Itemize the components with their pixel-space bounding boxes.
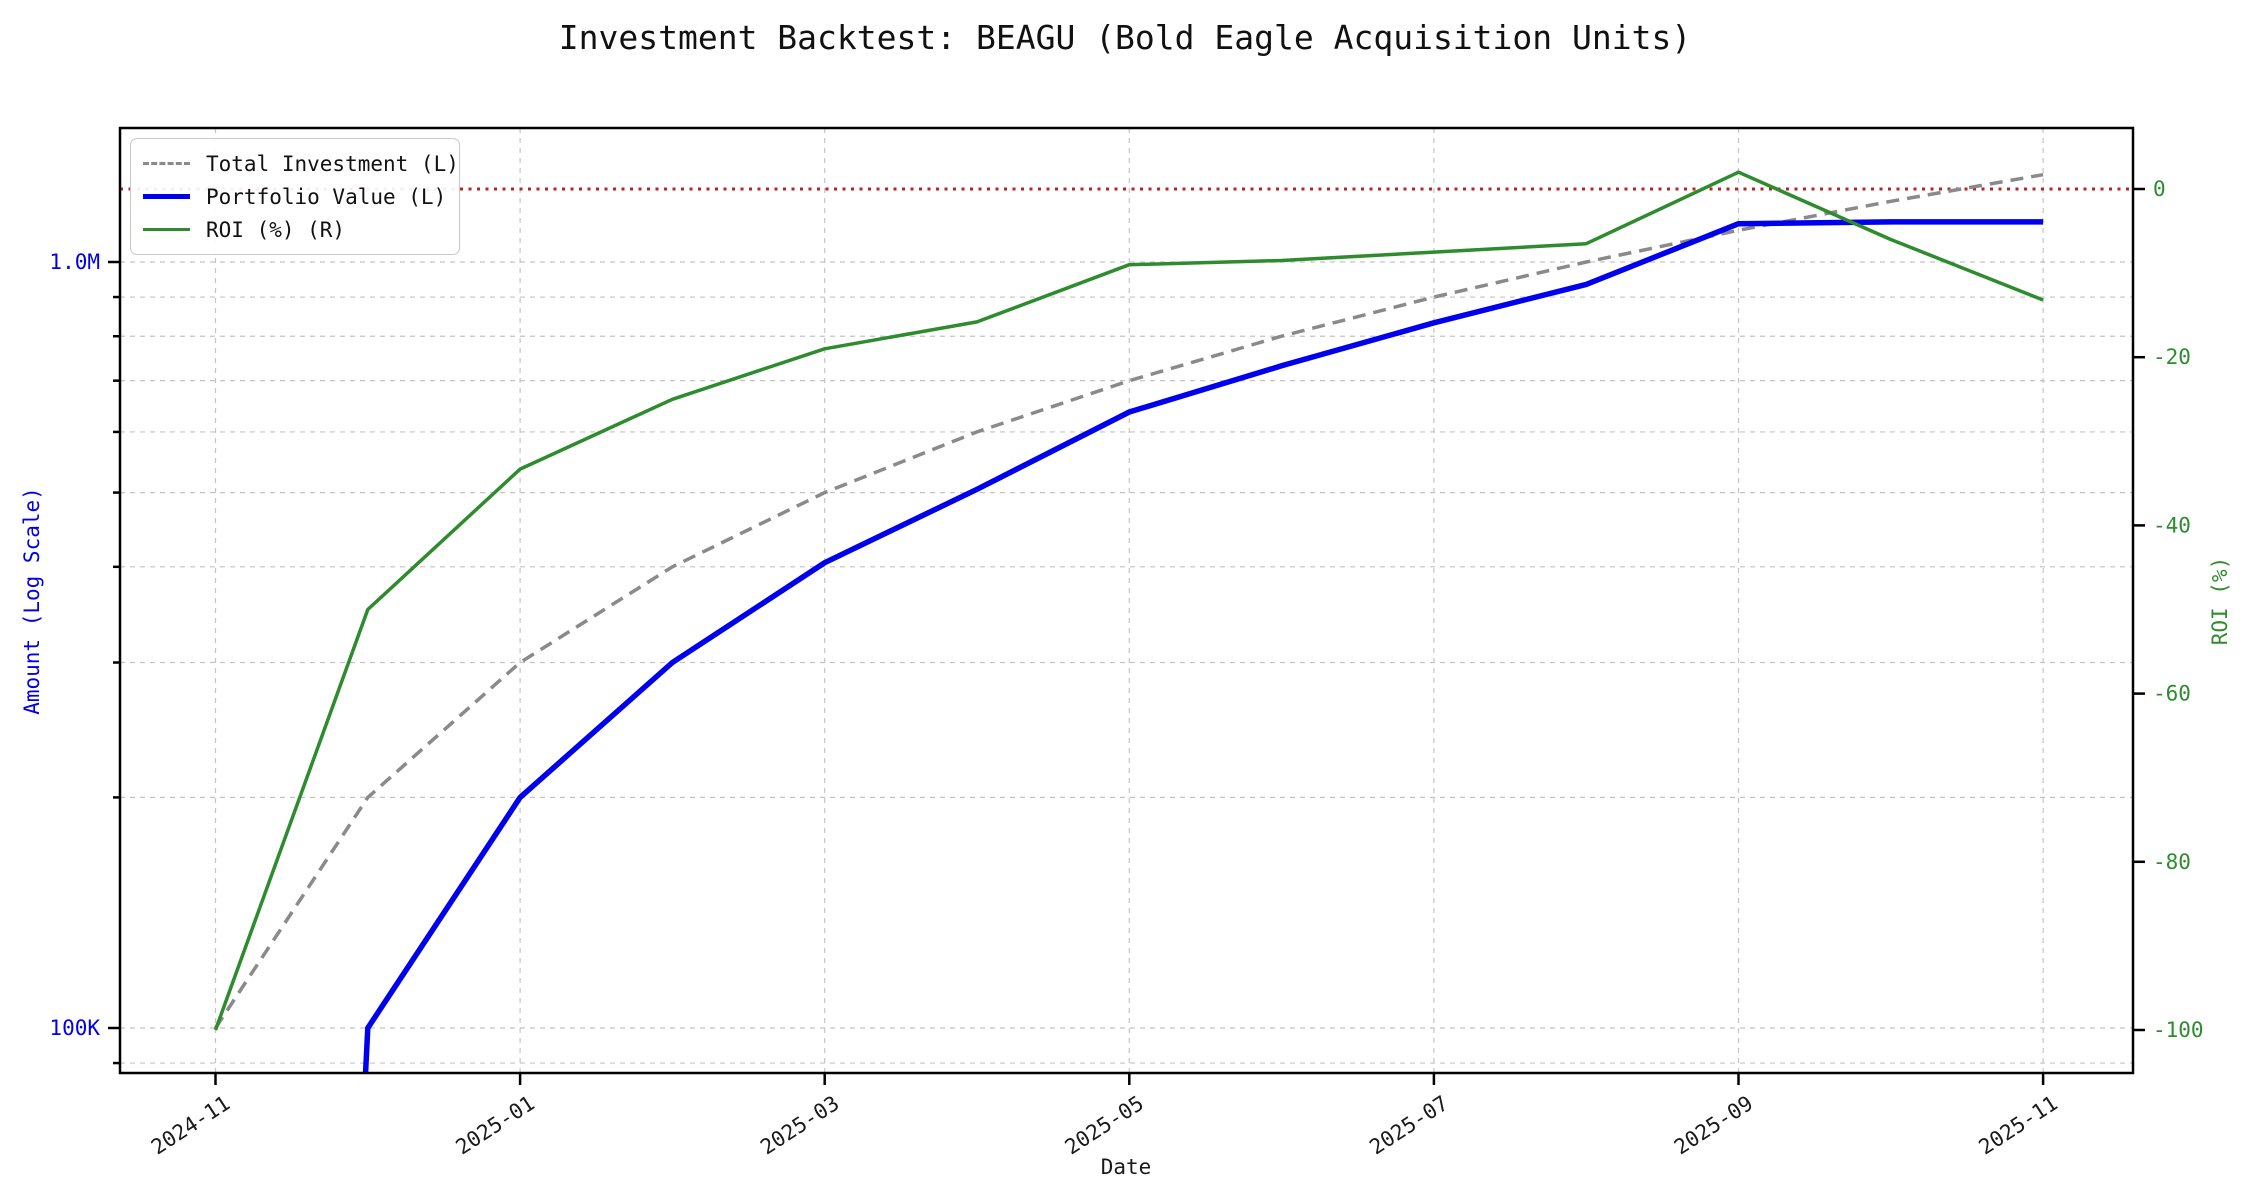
right-y-tick-label: -40 bbox=[2153, 513, 2191, 537]
right-y-tick-label: 0 bbox=[2153, 177, 2166, 201]
right-y-tick-label: -60 bbox=[2153, 682, 2191, 706]
left-y-axis-label: Amount (Log Scale) bbox=[20, 487, 44, 715]
right-y-tick-label: -100 bbox=[2153, 1018, 2204, 1042]
legend-label: ROI (%) (R) bbox=[206, 217, 346, 242]
x-tick-label: 2025-09 bbox=[1670, 1091, 1757, 1159]
chart-title: Investment Backtest: BEAGU (Bold Eagle A… bbox=[558, 18, 1692, 57]
legend-item-portfolio-value: Portfolio Value (L) bbox=[143, 180, 447, 213]
right-y-tick-label: -80 bbox=[2153, 850, 2191, 874]
total-investment-line-sample bbox=[143, 162, 190, 165]
x-tick-label: 2025-03 bbox=[756, 1091, 843, 1159]
x-tick-label: 2024-11 bbox=[147, 1091, 234, 1159]
x-tick-label: 2025-05 bbox=[1061, 1091, 1148, 1159]
legend: Total Investment (L) Portfolio Value (L)… bbox=[130, 138, 460, 255]
legend-item-roi: ROI (%) (R) bbox=[143, 213, 445, 246]
legend-item-total-investment: Total Investment (L) bbox=[143, 147, 459, 180]
plot-border bbox=[118, 126, 2135, 1075]
x-tick-label: 2025-07 bbox=[1365, 1091, 1452, 1159]
legend-label: Portfolio Value (L) bbox=[206, 184, 447, 209]
series-portfolio-value-l-line bbox=[362, 219, 2044, 1073]
x-tick-label: 2025-11 bbox=[1975, 1091, 2062, 1159]
right-y-tick-label: -20 bbox=[2153, 345, 2191, 369]
series-roi-r-line bbox=[213, 170, 2044, 1031]
gridlines bbox=[120, 128, 2133, 1073]
x-axis-label: Date bbox=[1100, 1155, 1152, 1179]
legend-label: Total Investment (L) bbox=[206, 151, 459, 176]
roi-line-sample bbox=[143, 228, 190, 231]
portfolio-value-line-sample bbox=[143, 194, 190, 199]
tick-marks bbox=[108, 187, 2145, 1085]
left-y-tick-label: 1.0M bbox=[49, 250, 100, 274]
left-y-tick-label: 100K bbox=[49, 1016, 100, 1040]
x-tick-label: 2025-01 bbox=[452, 1091, 539, 1159]
right-y-axis-label: ROI (%) bbox=[2208, 556, 2232, 646]
